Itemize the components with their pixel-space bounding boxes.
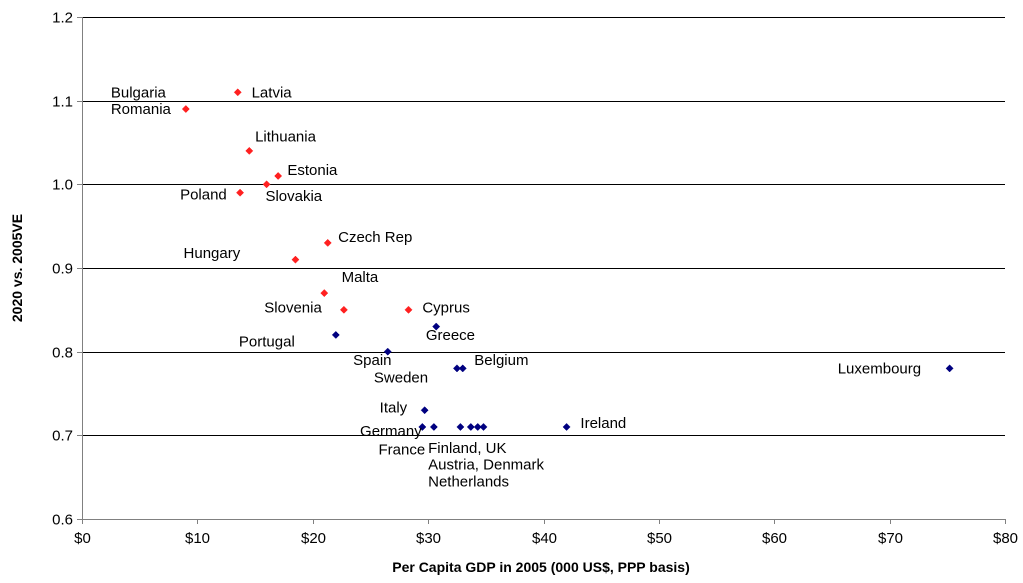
data-point [262,180,271,189]
point-label: Netherlands [428,473,509,490]
x-tick-label: $60 [762,530,787,547]
point-label: Austria, Denmark [428,457,544,474]
x-tick-label: $50 [647,530,672,547]
data-point [420,406,429,415]
point-label: Finland, UK [428,440,506,457]
y-tick-label: 0.6 [52,512,73,529]
point-label: Hungary [184,245,241,262]
point-label: Slovenia [264,299,322,316]
data-point [291,255,300,264]
data-point [473,423,482,431]
point-label: Italy [380,400,408,417]
y-tick-label: 0.7 [52,428,73,445]
point-label: Greece [426,327,475,344]
data-point [331,330,340,339]
data-point [233,88,242,97]
x-tick-label: $40 [532,530,557,547]
data-point [458,364,467,373]
x-tick-label: $20 [301,530,326,547]
y-axis-title: 2020 vs. 2005VE [9,214,25,322]
data-point [562,423,571,431]
x-tick-label: $0 [74,530,91,547]
point-labels: Bulgaria Latvia Romania Lithuania Estonia Pol… [111,84,921,490]
point-label: Czech Rep [338,229,412,246]
data-point [245,146,254,155]
data-point [432,322,441,331]
data-point [453,364,461,373]
point-label: Lithuania [255,129,317,146]
data-point [945,364,954,373]
data-points [181,88,954,431]
point-label: Spain [353,352,391,369]
point-label: Belgium [474,352,528,369]
data-point [320,289,329,298]
point-label: Estonia [287,162,338,179]
y-tick-label: 0.8 [52,345,73,362]
point-label: Sweden [374,370,428,387]
point-label: Malta [342,269,379,286]
point-label: Germany [360,423,422,440]
axes [77,17,1006,524]
point-label: Poland [180,186,227,203]
data-point [339,305,348,314]
y-tick-label: 1.2 [52,10,73,27]
data-point [236,188,245,197]
point-label: France [379,442,426,459]
y-tick-label: 1.0 [52,177,73,194]
data-point [274,172,283,180]
x-tick-label: $30 [416,530,441,547]
x-tick-label: $10 [185,530,210,547]
data-point [456,423,465,431]
point-label: Bulgaria [111,84,167,101]
x-tick-label: $70 [878,530,903,547]
point-label: Latvia [252,84,293,101]
data-point [466,423,475,431]
data-point [383,347,392,356]
point-label: Ireland [580,415,626,432]
point-label: Luxembourg [838,360,921,377]
y-tick-label: 0.9 [52,261,73,278]
data-point [404,305,413,314]
data-point [418,423,427,431]
data-point [479,423,488,431]
y-tick-label: 1.1 [52,94,73,111]
data-point [181,105,190,113]
data-point [429,423,438,431]
tick-labels: 0.6 0.7 0.8 0.9 1.0 1.1 1.2 $0 $10 $20 $30 $40 $50 $6… [52,10,1018,548]
gridlines [82,17,1005,436]
point-label: Cyprus [422,299,470,316]
point-label: Romania [111,101,172,118]
point-label: Portugal [239,334,295,351]
point-label: Slovakia [265,188,322,205]
data-point [323,238,332,247]
x-tick-label: $80 [993,530,1018,547]
x-axis-title: Per Capita GDP in 2005 (000 US$, PPP bas… [392,559,690,575]
